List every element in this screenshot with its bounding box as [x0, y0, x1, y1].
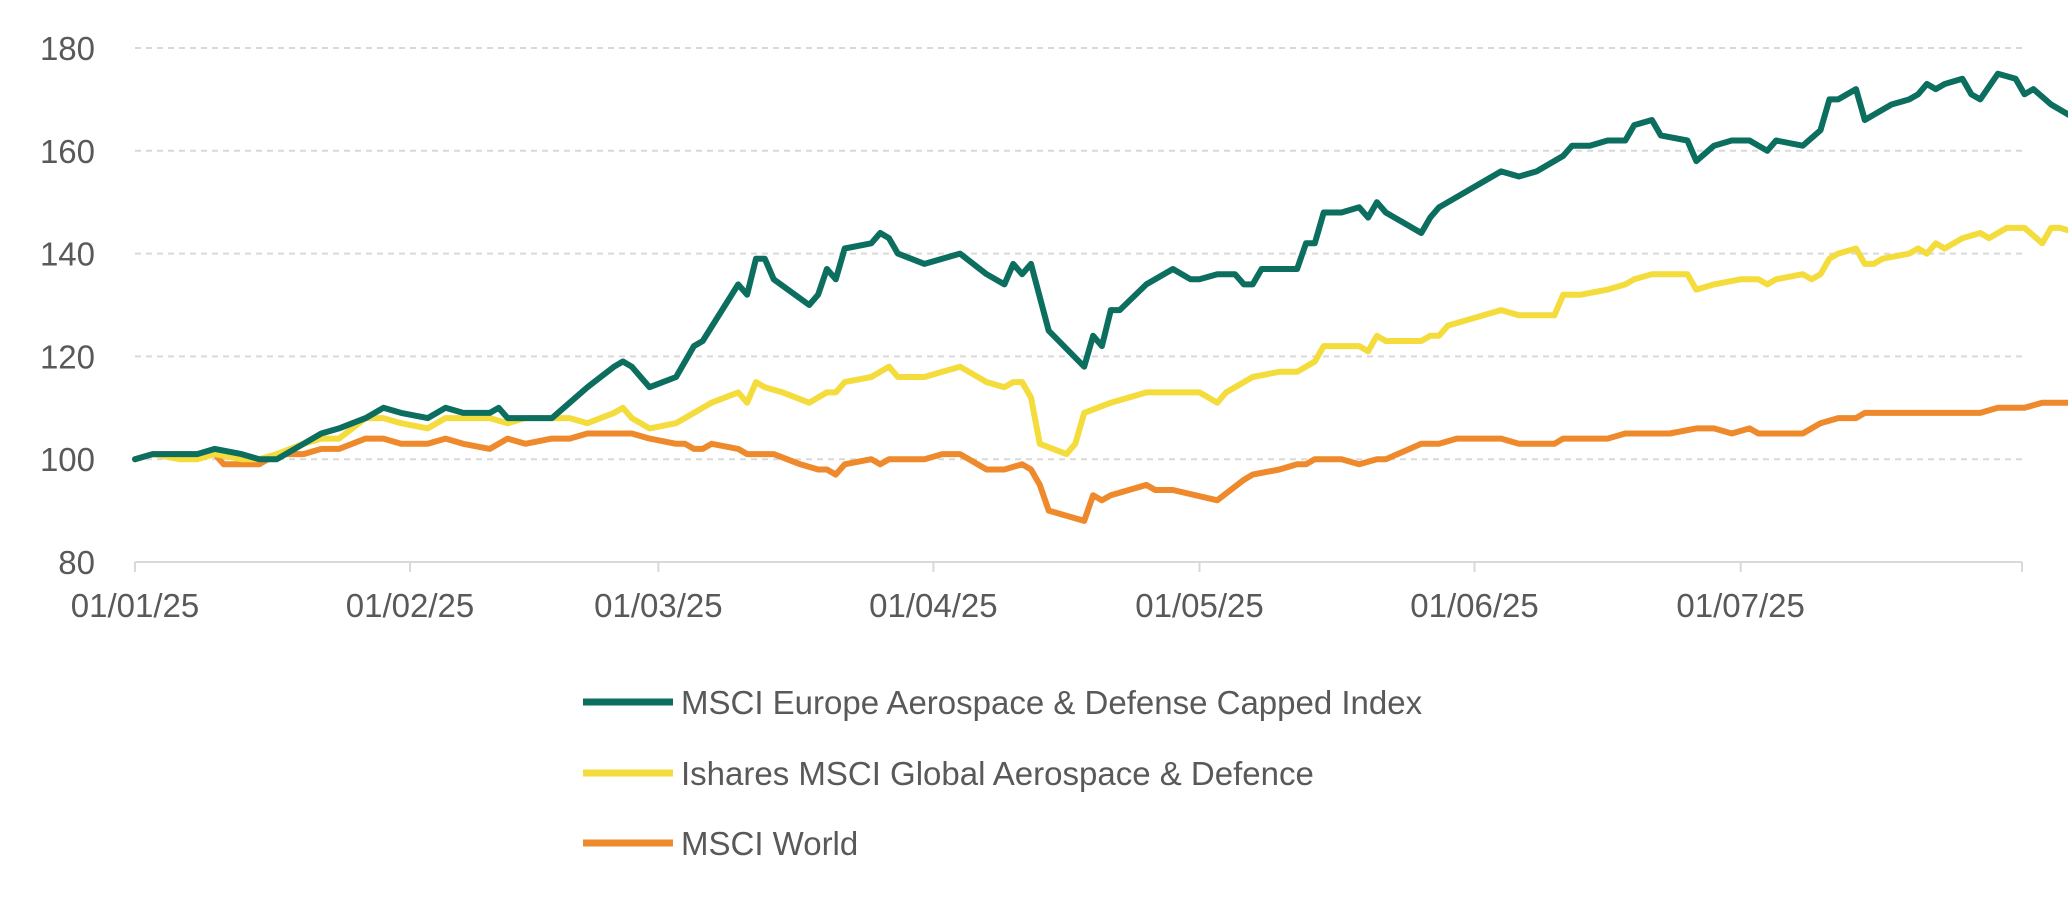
- legend-label-msci-world: MSCI World: [681, 825, 858, 862]
- y-axis-ticks: 80 100 120 140 160 180: [40, 30, 95, 581]
- legend-label-europe-ad: MSCI Europe Aerospace & Defense Capped I…: [681, 684, 1423, 721]
- y-tick-label: 120: [40, 338, 95, 375]
- y-tick-label: 160: [40, 133, 95, 170]
- series-lines: [132, 70, 2068, 524]
- y-tick-label: 100: [40, 441, 95, 478]
- series-line-1: [132, 224, 2068, 463]
- x-tick-label: 01/02/25: [346, 587, 474, 624]
- x-tick-label: 01/04/25: [869, 587, 997, 624]
- x-axis-ticks: 01/01/25 01/02/25 01/03/25 01/04/25 01/05/25…: [71, 562, 2023, 624]
- y-tick-label: 140: [40, 236, 95, 273]
- legend-label-ishares: Ishares MSCI Global Aerospace & Defence: [681, 755, 1314, 792]
- series-line-0: [132, 70, 2068, 463]
- y-tick-label: 80: [58, 544, 95, 581]
- x-tick-label: 01/07/25: [1676, 587, 1804, 624]
- x-tick-label: 01/06/25: [1410, 587, 1538, 624]
- legend-item: MSCI Europe Aerospace & Defense Capped I…: [583, 684, 1423, 721]
- legend: MSCI Europe Aerospace & Defense Capped I…: [583, 684, 1423, 862]
- grid-lines: [135, 47, 2022, 461]
- legend-item: MSCI World: [583, 825, 858, 862]
- x-tick-label: 01/05/25: [1135, 587, 1263, 624]
- x-tick-label: 01/03/25: [594, 587, 722, 624]
- y-tick-label: 180: [40, 30, 95, 67]
- legend-item: Ishares MSCI Global Aerospace & Defence: [583, 755, 1314, 792]
- series-line-2: [132, 399, 2068, 524]
- x-tick-label: 01/01/25: [71, 587, 199, 624]
